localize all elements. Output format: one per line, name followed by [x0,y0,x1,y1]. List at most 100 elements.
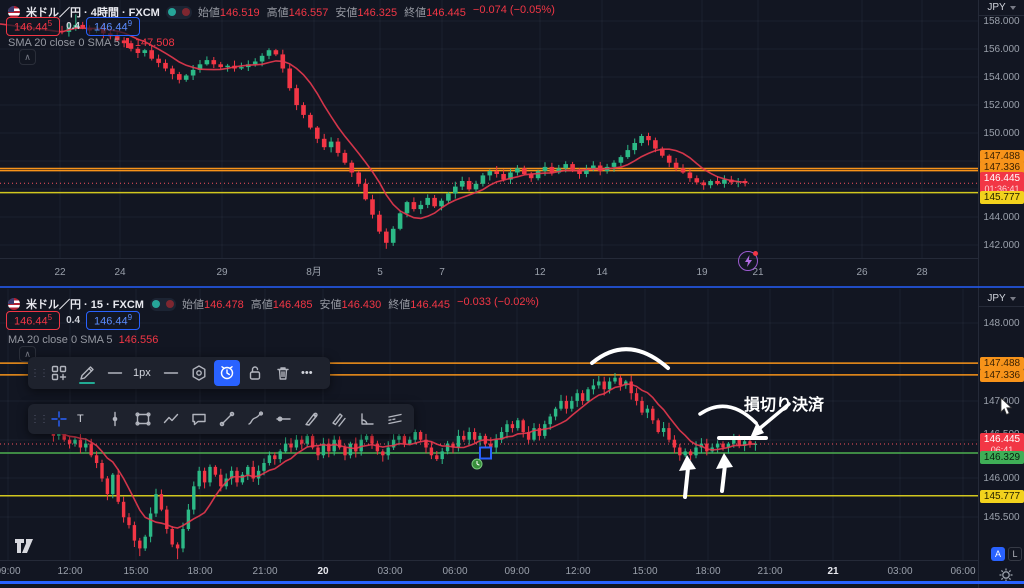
price-tick: 145.500 [983,512,1020,523]
indicator-label: SMA 20 close 0 SMA 5 [8,37,120,49]
drawn-arc-1 [590,347,670,370]
thickness-label[interactable]: 1px [133,367,151,379]
ohlc-item: 始値146.519 [197,7,260,19]
settings-icon[interactable] [186,360,212,386]
symbol-title[interactable]: 米ドル／円 · 15 · FXCM [26,299,144,311]
vertical-line-tool-icon[interactable] [102,406,128,432]
time-tick: 21 [827,566,839,577]
pencil-tool-icon[interactable] [74,360,100,386]
callout-tool-icon[interactable] [186,406,212,432]
ohlc-values-4h: 始値146.519 高値146.557 安値146.325 終値146.445 −0.0… [198,4,555,20]
time-tick: 09:00 [504,566,530,577]
currency-selector-4h[interactable]: JPY [979,0,1024,16]
usd-flag-icon [8,298,20,310]
indicator-legend-4h[interactable]: SMA 20 close 0 SMA 5 147.508 [8,37,175,49]
price-chart-4h[interactable] [0,0,978,258]
price-tick: 152.000 [983,100,1020,111]
time-tick: 7 [439,267,445,278]
time-tick: 12:00 [57,566,83,577]
mouse-cursor [1000,398,1013,416]
price-chart-15m[interactable]: 損切り決済 [0,289,978,560]
selection-handle [479,446,492,460]
time-tick: 03:00 [887,566,913,577]
quote-toggle[interactable] [149,297,176,311]
pane-divider[interactable] [0,286,1024,288]
annotation-label: 損切り決済 [744,395,825,414]
drag-handle[interactable]: ⋮⋮ [30,367,49,379]
indicator-color-swatch [125,38,129,48]
text-tool-icon[interactable]: T [77,413,84,425]
price-level-label: 146.329 [980,451,1024,464]
rectangle-tool-icon[interactable] [130,406,156,432]
price-level-label: 147.336 [980,369,1024,382]
more-options-icon[interactable]: ••• [301,367,313,379]
price-tick: 158.000 [983,16,1020,27]
change-value: −0.033 (−0.02%) [457,296,539,308]
ohlc-item: 終値146.445 [388,299,451,311]
bid-price-button[interactable]: 146.445 [6,311,61,330]
event-lightning-icon[interactable] [738,251,758,271]
time-tick: 26 [856,267,868,278]
collapse-pane-button[interactable]: ∧ [19,49,36,65]
delete-icon[interactable] [270,360,296,386]
highlighter-tool-icon[interactable] [326,406,352,432]
auto-scale-button[interactable]: A [991,547,1005,561]
unlock-icon[interactable] [242,360,268,386]
toggle-green-dot [167,8,176,16]
horizontal-ray-tool-icon[interactable] [270,406,296,432]
time-tick: 29 [216,267,228,278]
price-level-label: 145.777 [980,191,1024,204]
time-tick: 21:00 [757,566,783,577]
change-value: −0.074 (−0.05%) [472,4,555,16]
axis-settings-gear-icon[interactable] [999,568,1013,582]
time-tick: 18:00 [695,566,721,577]
tradingview-logo[interactable] [14,537,40,555]
currency-selector-15m[interactable]: JPY [979,291,1024,307]
symbol-title[interactable]: 米ドル／円 · 4時間 · FXCM [26,7,160,19]
countdown-timer: 06:41 [990,445,1014,455]
alert-clock-icon[interactable] [214,360,240,386]
line-thickness-icon[interactable] [102,360,128,386]
line-style-icon[interactable] [158,360,184,386]
price-level-label: 147.336 [980,161,1024,174]
time-tick: 06:00 [442,566,468,577]
chevron-down-icon [1009,296,1016,301]
brush-tool-icon[interactable] [242,406,268,432]
ask-price-button[interactable]: 146.449 [86,311,141,330]
drawing-properties-toolbar: ⋮⋮ 1px ••• [28,357,330,389]
ohlc-item: 終値146.445 [404,7,466,19]
bid-price-button[interactable]: 146.445 [6,17,61,36]
time-tick: 8月 [306,267,322,278]
time-tick: 12:00 [565,566,591,577]
ohlc-values-15m: 始値146.478 高値146.485 安値146.430 終値146.445 −0.0… [182,296,539,312]
time-tick: 15:00 [632,566,658,577]
chevron-down-icon [1009,5,1016,10]
quote-toggle[interactable] [165,5,192,19]
layout-template-icon[interactable] [46,360,72,386]
time-tick: 06:00 [950,566,976,577]
parallel-channel-tool-icon[interactable] [382,406,408,432]
time-axis-4h[interactable]: 2224298月5712141921262818:00 [0,258,1024,286]
drag-handle[interactable]: ⋮⋮ [30,413,49,425]
price-axis[interactable]: JPY JPY 158.000 156.000 154.000 152.000 150.… [978,0,1024,588]
log-scale-button[interactable]: L [1008,547,1022,561]
price-tick: 154.000 [983,72,1020,83]
indicator-value: 147.508 [134,37,175,49]
crosshair-tool-icon[interactable] [46,406,72,432]
spread-value: 0.4 [66,20,81,32]
drawn-arc-2 [698,404,758,425]
ohlc-item: 高値146.557 [266,7,329,19]
horizontal-scrollbar[interactable] [0,581,1024,584]
time-axis-15m[interactable]: 09:00 12:00 15:00 18:00 21:00 20 03:00 06:00 09:… [0,560,1024,581]
up-arrow-2-head [716,453,733,469]
indicator-legend-15m[interactable]: MA 20 close 0 SMA 5 146.556 [8,334,158,346]
symbol-header-15m: 米ドル／円 · 15 · FXCM 始値146.478 高値146.485 安値14… [8,296,539,312]
time-tick: 03:00 [377,566,403,577]
pen-tool-icon[interactable] [298,406,324,432]
pointer-arrow-head [750,422,764,438]
angle-tool-icon[interactable] [354,406,380,432]
polyline-tool-icon[interactable] [158,406,184,432]
ask-price-button[interactable]: 146.449 [86,17,141,36]
trendline-tool-icon[interactable] [214,406,240,432]
